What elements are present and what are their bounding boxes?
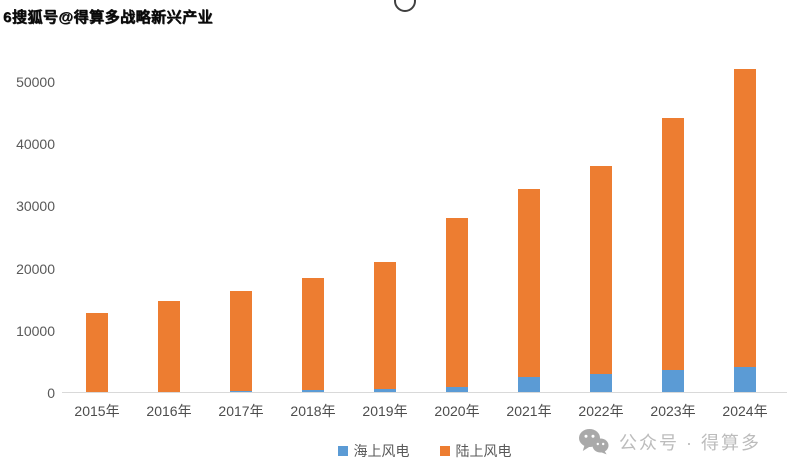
- bar-segment-陆上风电-2017年: [230, 291, 252, 392]
- y-tick-label: 40000: [16, 136, 55, 153]
- bar-segment-海上风电-2020年: [446, 387, 468, 393]
- legend-item-海上风电: 海上风电: [337, 441, 410, 461]
- wechat-icon: [578, 428, 609, 455]
- bar-segment-陆上风电-2021年: [518, 188, 540, 377]
- wechat-watermark-text: 公众号 · 得算多: [619, 432, 761, 453]
- legend-swatch-icon: [439, 446, 450, 456]
- x-axis-baseline: [62, 392, 787, 393]
- x-tick-label: 2020年: [434, 403, 480, 419]
- bar-segment-陆上风电-2015年: [86, 312, 108, 393]
- wechat-watermark: 公众号 · 得算多: [578, 428, 761, 455]
- sohu-watermark: 6搜狐号@得算多战略新兴产业: [3, 9, 213, 26]
- x-tick-label: 2021年: [506, 403, 552, 419]
- x-tick-label: 2018年: [290, 403, 336, 419]
- y-tick-label: 50000: [16, 74, 55, 90]
- bar-segment-陆上风电-2024年: [734, 69, 756, 368]
- chart-legend: 海上风电 陆上风电: [62, 441, 787, 461]
- bar-segment-海上风电-2024年: [734, 367, 756, 393]
- bar-segment-海上风电-2022年: [590, 374, 612, 393]
- bar-segment-陆上风电-2023年: [662, 118, 684, 370]
- x-tick-label: 2017年: [218, 403, 264, 419]
- bar-segment-陆上风电-2018年: [302, 278, 324, 391]
- bar-segment-陆上风电-2020年: [446, 217, 468, 388]
- y-tick-label: 30000: [16, 198, 55, 215]
- legend-swatch-icon: [337, 446, 348, 456]
- y-tick-label: 10000: [16, 322, 55, 339]
- bar-segment-海上风电-2018年: [302, 390, 324, 393]
- x-tick-label: 2023年: [650, 403, 696, 419]
- legend-item-陆上风电: 陆上风电: [439, 441, 512, 461]
- bar-segment-海上风电-2021年: [518, 376, 540, 393]
- bar-segment-海上风电-2019年: [374, 389, 396, 393]
- x-tick-label: 2015年: [74, 403, 120, 419]
- x-tick-label: 2022年: [578, 403, 624, 419]
- bar-segment-陆上风电-2016年: [158, 300, 180, 392]
- x-tick-label: 2019年: [362, 403, 408, 419]
- bar-segment-陆上风电-2019年: [374, 262, 396, 390]
- x-tick-label: 2024年: [722, 403, 768, 419]
- y-tick-label: 0: [47, 385, 55, 401]
- cutoff-title-glyph: [394, 0, 416, 12]
- y-tick-label: 20000: [16, 260, 55, 277]
- x-tick-label: 2016年: [146, 403, 192, 419]
- bar-segment-海上风电-2023年: [662, 369, 684, 393]
- legend-label: 陆上风电: [455, 443, 512, 459]
- bar-segment-陆上风电-2022年: [590, 165, 612, 375]
- legend-label: 海上风电: [353, 443, 410, 459]
